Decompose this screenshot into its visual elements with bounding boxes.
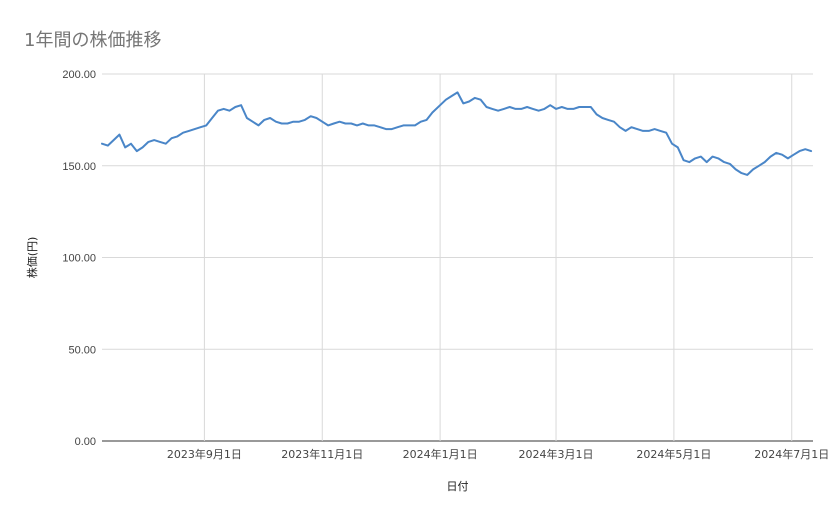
x-tick-label: 2024年3月1日 [519,447,594,461]
x-tick-label: 2023年11月1日 [281,447,363,461]
y-tick-label: 150.00 [62,161,96,173]
x-axis-ticks: 2023年9月1日 2023年11月1日 2024年1月1日 2024年3月1日 202… [167,447,829,461]
y-tick-label: 0.00 [75,436,96,448]
chart-title: 1年間の株価推移 [24,30,162,51]
x-tick-label: 2024年7月1日 [754,447,829,461]
x-axis-title: 日付 [447,480,469,493]
y-tick-label: 100.00 [62,253,96,265]
x-tick-label: 2024年5月1日 [636,447,711,461]
y-tick-label: 200.00 [62,69,96,81]
y-axis-ticks: 0.00 50.00 100.00 150.00 200.00 [62,69,96,448]
gridlines [102,73,813,442]
x-tick-label: 2024年1月1日 [403,447,478,461]
series-line [101,91,813,176]
y-axis-title: 株価(円) [25,237,39,279]
x-tick-label: 2023年9月1日 [167,447,242,461]
y-tick-label: 50.00 [68,344,96,356]
